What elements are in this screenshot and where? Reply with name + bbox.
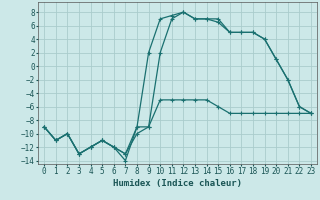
X-axis label: Humidex (Indice chaleur): Humidex (Indice chaleur) [113, 179, 242, 188]
